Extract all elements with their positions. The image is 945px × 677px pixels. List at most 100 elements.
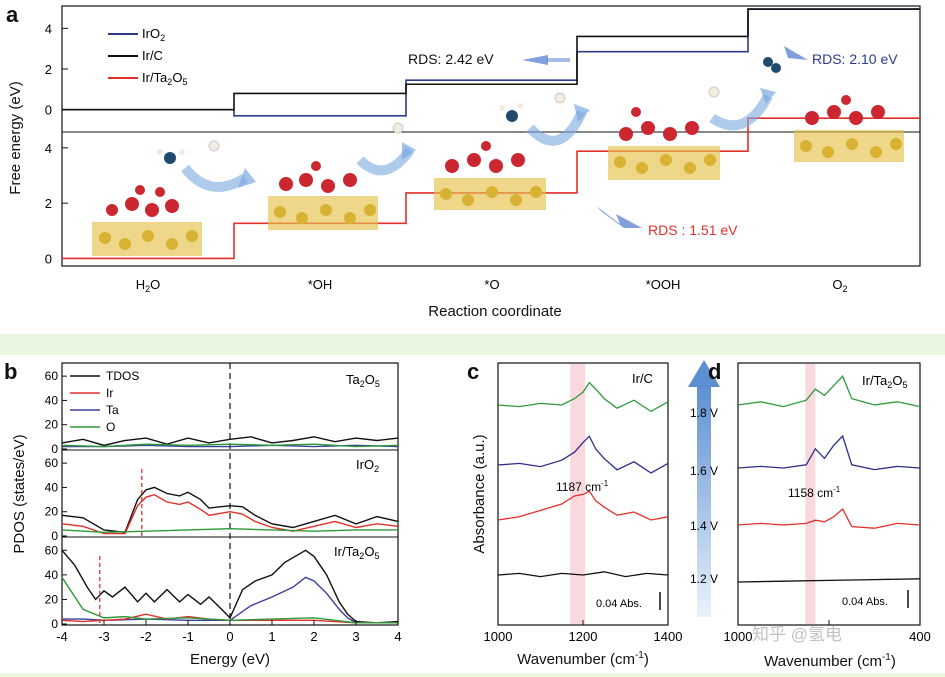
- b-series-1-o: [61, 528, 398, 534]
- slab-illustrations: [92, 57, 904, 256]
- o2-molecule: [763, 57, 781, 73]
- rds-irta2o5-label: RDS : 1.51 eV: [648, 222, 738, 238]
- cat-ooh: *OOH: [646, 277, 681, 292]
- b-xtick-label--2: -2: [140, 629, 152, 644]
- legend-ir: Ir: [106, 386, 113, 400]
- panel-b-label: b: [4, 359, 17, 384]
- b-ytick-label-2-0: 0: [51, 617, 58, 631]
- b-ytick-label-0-20: 20: [45, 418, 59, 432]
- panel-d: d 1000 400 Ir/Ta2O5 1158 cm-1 0.04 Abs. W…: [708, 359, 931, 670]
- c-spectrum-16: [497, 435, 669, 474]
- panel-b-legend: TDOS Ir Ta O: [70, 369, 139, 434]
- slab-h2o: [92, 140, 220, 256]
- legend-ta: Ta: [106, 403, 119, 417]
- c-highlight-band: [570, 364, 586, 624]
- a-lower-tick-label-2: 2: [45, 196, 52, 211]
- b-xtick-label--1: -1: [182, 629, 194, 644]
- flow-arrow-2-head: [402, 142, 416, 160]
- voltage-16: 1.6 V: [690, 464, 718, 478]
- b-sub-ta2o5: Ta2O5: [346, 372, 380, 389]
- voltage-12: 1.2 V: [690, 572, 718, 586]
- b-xtick-label-4: 4: [394, 629, 401, 644]
- cat-o: *O: [484, 277, 499, 292]
- b-xtick-label-1: 1: [268, 629, 275, 644]
- d-xtick-label-1400: 400: [909, 629, 931, 644]
- flow-arrow-3: [526, 109, 587, 146]
- a-lower-tick-label-4: 4: [45, 141, 52, 156]
- b-series-1-ir: [61, 493, 399, 535]
- panel-b-ylabel: PDOS (states/eV): [11, 434, 28, 553]
- voltage-14: 1.4 V: [690, 519, 718, 533]
- panel-a-ylabel: Free energy (eV): [7, 81, 24, 194]
- rds-iro2-arrow: [784, 46, 808, 60]
- b-ytick-label-0-60: 60: [45, 369, 59, 383]
- rds-irta2o5-arrow: [596, 206, 642, 228]
- panel-c-label: c: [467, 359, 479, 384]
- b-ytick-label-0-40: 40: [45, 393, 59, 407]
- d-spectrum-16: [737, 434, 921, 471]
- panel-d-scale-label: 0.04 Abs.: [842, 596, 888, 608]
- b-xtick-label-3: 3: [352, 629, 359, 644]
- voltage-arrow-shaft: [697, 385, 711, 617]
- legend-o: O: [106, 420, 115, 434]
- panel-c-series: 1000 1200 1400: [484, 364, 682, 644]
- panel-c: c 1000 1200 1400 Ir/C 1187 cm-1 0.04 Abs. …: [467, 359, 682, 668]
- b-ytick-label-1-0: 0: [51, 529, 58, 543]
- legend-tdos: TDOS: [106, 369, 139, 383]
- panel-c-ylabel: Absorbance (a.u.): [471, 434, 488, 553]
- b-xtick-label--4: -4: [56, 629, 68, 644]
- b-series-2-tdos: [61, 549, 399, 624]
- rds-irc-arrow-tail: [546, 58, 570, 62]
- panel-c-title: Ir/C: [632, 371, 653, 386]
- d-spectrum-12: [737, 578, 921, 583]
- d-highlight-band: [805, 364, 816, 624]
- legend-irta2o5: Ir/Ta2O5: [142, 70, 187, 87]
- b-ytick-label-1-20: 20: [45, 505, 59, 519]
- panel-a-xlabel: Reaction coordinate: [428, 303, 561, 320]
- b-ytick-label-0-0: 0: [51, 442, 58, 456]
- rds-irc-label: RDS: 2.42 eV: [408, 51, 494, 67]
- a-upper-tick-label-0: 0: [45, 103, 52, 118]
- d-spectrum-18: [737, 375, 921, 408]
- panel-b-xlabel: Energy (eV): [190, 651, 270, 668]
- panel-d-band-label: 1158 cm-1: [788, 485, 841, 500]
- panel-a-legend: IrO2 Ir/C Ir/Ta2O5: [108, 26, 187, 87]
- voltage-18: 1.8 V: [690, 406, 718, 420]
- a-lower-tick-label-0: 0: [45, 251, 52, 266]
- flow-arrow-4-head: [760, 88, 776, 104]
- a-upper-tick-label-2: 2: [45, 62, 52, 77]
- b-series-2-o: [61, 576, 398, 624]
- panel-d-title: Ir/Ta2O5: [862, 373, 907, 390]
- b-xtick-label-0: 0: [226, 629, 233, 644]
- b-xtick-label-2: 2: [310, 629, 317, 644]
- b-ytick-label-2-20: 20: [45, 592, 59, 606]
- rds-irc-arrow: [522, 55, 548, 65]
- a-series-irc: [62, 8, 920, 111]
- watermark: 知乎 @氢电: [752, 625, 842, 644]
- b-series-0-tdos: [61, 436, 399, 447]
- c-spectrum-12: [497, 571, 669, 578]
- b-xtick-label--3: -3: [98, 629, 110, 644]
- rds-iro2-label: RDS: 2.10 eV: [812, 51, 898, 67]
- panel-c-band-label: 1187 cm-1: [556, 479, 609, 494]
- flow-arrow-3-head: [574, 104, 590, 122]
- b-series-0-o: [61, 443, 399, 448]
- voltage-arrow-head: [688, 360, 720, 387]
- panel-a-frame: [61, 5, 921, 267]
- c-xtick-label-1200: 1200: [569, 629, 598, 644]
- d-spectrum-14: [737, 507, 921, 529]
- a-upper-tick-label-4: 4: [45, 21, 52, 36]
- legend-iro2: IrO2: [142, 26, 165, 43]
- panel-d-xlabel: Wavenumber (cm-1): [764, 652, 896, 670]
- c-spectrum-18: [497, 381, 669, 413]
- voltage-arrow: 1.8 V 1.6 V 1.4 V 1.2 V: [688, 360, 720, 617]
- b-ytick-label-1-60: 60: [45, 456, 59, 470]
- b-ytick-label-2-60: 60: [45, 543, 59, 557]
- slab-oh: [268, 161, 378, 230]
- b-sub-irta2o5: Ir/Ta2O5: [334, 544, 379, 561]
- panel-a-label: a: [6, 2, 19, 27]
- flow-arrow-1: [181, 164, 248, 192]
- b-ytick-label-2-40: 40: [45, 568, 59, 582]
- b-sub-iro2: IrO2: [356, 457, 379, 474]
